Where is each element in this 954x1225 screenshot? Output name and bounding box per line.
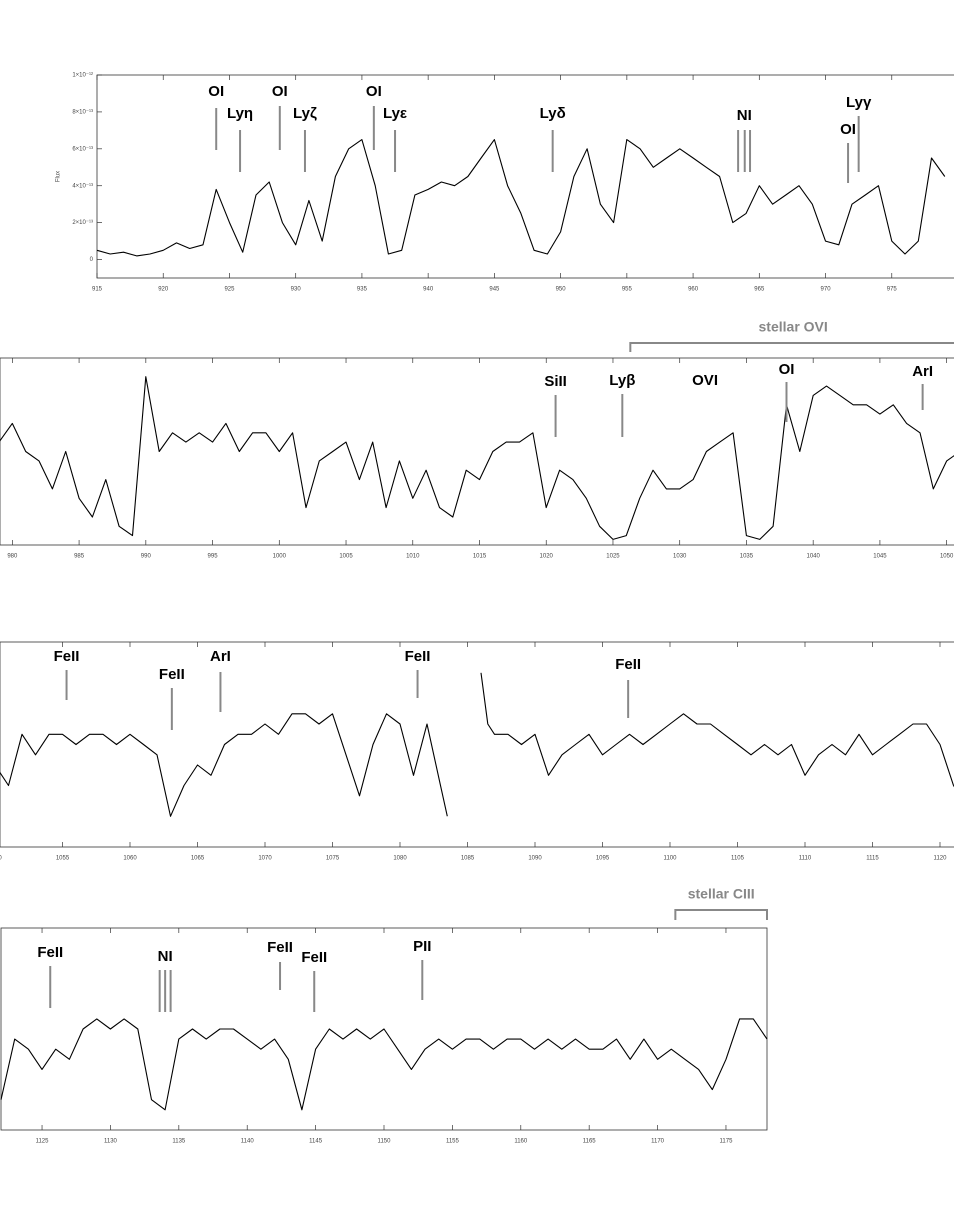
bracket xyxy=(629,342,954,352)
line-label: FeII xyxy=(301,949,327,966)
line-label: OI xyxy=(208,83,224,100)
x-tick-label: 1155 xyxy=(446,1139,460,1145)
bracket-label: stellar CIII xyxy=(688,886,755,902)
x-tick-label: 955 xyxy=(622,287,633,293)
line-label: OI xyxy=(272,83,288,100)
x-tick-label: 1025 xyxy=(606,554,620,560)
x-tick-label: 1075 xyxy=(326,856,340,862)
line-label: PII xyxy=(413,938,431,955)
line-label: Lyγ xyxy=(846,94,872,111)
x-tick-label: 1010 xyxy=(406,554,420,560)
line-label: FeII xyxy=(267,939,293,956)
x-tick-label: 1040 xyxy=(807,554,821,560)
line-label: Lyη xyxy=(227,105,253,122)
line-label: FeII xyxy=(54,648,80,665)
x-tick-label: 1165 xyxy=(583,1139,597,1145)
x-tick-label: 1080 xyxy=(393,856,407,862)
line-label: ArI xyxy=(210,648,231,665)
line-label: FeII xyxy=(159,666,185,683)
x-tick-label: 970 xyxy=(821,287,832,293)
y-tick-label: 1×10⁻¹² xyxy=(72,73,93,79)
x-tick-label: 925 xyxy=(224,287,235,293)
x-tick-label: 1110 xyxy=(799,856,812,862)
x-tick-label: 1055 xyxy=(56,856,70,862)
x-tick-label: 1085 xyxy=(461,856,475,862)
x-tick-label: 1125 xyxy=(36,1139,50,1145)
plot-frame xyxy=(0,641,954,848)
spectrum-line xyxy=(0,672,954,817)
line-label: SiII xyxy=(544,373,567,390)
x-tick-label: 1130 xyxy=(104,1139,118,1145)
spectrum-line xyxy=(96,139,946,257)
line-label: OI xyxy=(366,83,382,100)
line-label: OI xyxy=(779,361,795,378)
x-tick-label: 1030 xyxy=(673,554,687,560)
x-tick-label: 995 xyxy=(208,554,219,560)
x-tick-label: 980 xyxy=(7,554,18,560)
x-tick-label: 1050 xyxy=(940,554,954,560)
x-tick-label: 1170 xyxy=(651,1139,665,1145)
line-label: Lyβ xyxy=(609,372,635,389)
x-tick-label: 960 xyxy=(688,287,699,293)
x-tick-label: 1150 xyxy=(378,1139,392,1145)
x-tick-label: 1095 xyxy=(596,856,610,862)
spectrum-line xyxy=(0,376,954,540)
x-tick-label: 1145 xyxy=(309,1139,323,1145)
x-tick-label: 930 xyxy=(291,287,302,293)
bracket xyxy=(674,909,768,920)
y-tick-label: 8×10⁻¹³ xyxy=(72,109,93,115)
x-tick-label: 1015 xyxy=(473,554,487,560)
x-tick-label: 990 xyxy=(141,554,152,560)
y-axis-label: Flux xyxy=(56,171,62,182)
line-label: Lyδ xyxy=(540,105,566,122)
x-tick-label: 1060 xyxy=(123,856,137,862)
x-tick-label: 1050 xyxy=(0,856,2,862)
line-label: NI xyxy=(158,948,173,965)
y-tick-label: 0 xyxy=(90,257,94,263)
x-tick-label: 920 xyxy=(158,287,169,293)
line-label: FeII xyxy=(37,944,63,961)
x-tick-label: 1135 xyxy=(172,1139,186,1145)
plot-frame xyxy=(0,357,954,546)
x-tick-label: 1115 xyxy=(866,856,879,862)
x-tick-label: 1175 xyxy=(720,1139,734,1145)
x-tick-label: 1065 xyxy=(191,856,205,862)
spectrum-line xyxy=(0,1018,768,1111)
line-label: OI xyxy=(840,121,856,138)
x-tick-label: 985 xyxy=(74,554,85,560)
x-tick-label: 1005 xyxy=(339,554,353,560)
line-label: ArI xyxy=(912,363,933,380)
plot-frame xyxy=(96,74,954,279)
line-label: OVI xyxy=(692,372,718,389)
x-tick-label: 975 xyxy=(887,287,898,293)
x-tick-label: 935 xyxy=(357,287,368,293)
y-tick-label: 6×10⁻¹³ xyxy=(72,146,93,152)
x-tick-label: 1140 xyxy=(241,1139,255,1145)
x-tick-label: 1045 xyxy=(873,554,887,560)
x-tick-label: 1070 xyxy=(258,856,272,862)
x-tick-label: 1105 xyxy=(731,856,745,862)
x-tick-label: 965 xyxy=(754,287,765,293)
x-tick-label: 1120 xyxy=(934,856,948,862)
y-tick-label: 2×10⁻¹³ xyxy=(72,220,93,226)
line-label: Lyζ xyxy=(293,105,317,122)
x-tick-label: 1160 xyxy=(514,1139,528,1145)
x-tick-label: 945 xyxy=(489,287,500,293)
line-label: NI xyxy=(737,107,752,124)
x-tick-label: 940 xyxy=(423,287,434,293)
line-label: FeII xyxy=(405,648,431,665)
x-tick-label: 950 xyxy=(556,287,567,293)
line-label: Lyε xyxy=(383,105,407,122)
x-tick-label: 1000 xyxy=(273,554,287,560)
y-tick-label: 4×10⁻¹³ xyxy=(72,183,93,189)
x-tick-label: 1100 xyxy=(664,856,678,862)
line-label: FeII xyxy=(615,656,641,673)
x-tick-label: 1035 xyxy=(740,554,754,560)
x-tick-label: 915 xyxy=(92,287,103,293)
x-tick-label: 1020 xyxy=(540,554,554,560)
bracket-label: stellar OVI xyxy=(759,319,828,335)
x-tick-label: 1090 xyxy=(528,856,542,862)
